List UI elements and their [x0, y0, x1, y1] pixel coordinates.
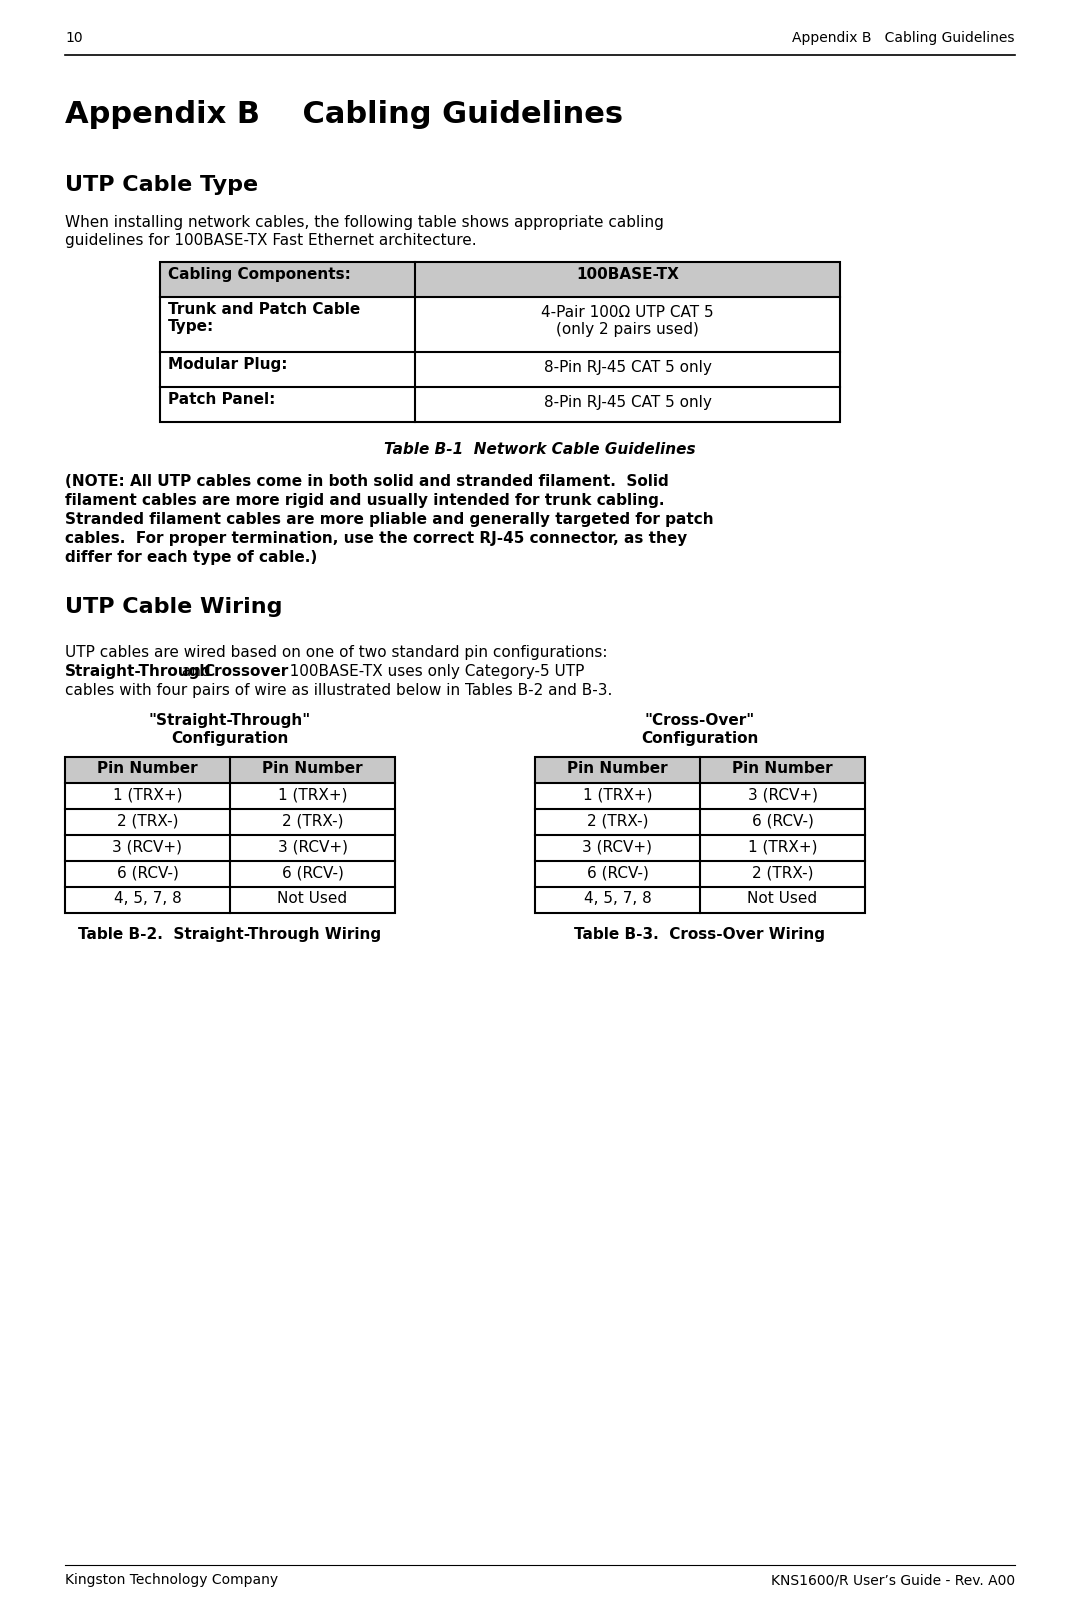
Text: differ for each type of cable.): differ for each type of cable.): [65, 550, 318, 565]
Text: Stranded filament cables are more pliable and generally targeted for patch: Stranded filament cables are more pliabl…: [65, 512, 714, 528]
Text: Pin Number: Pin Number: [262, 761, 363, 776]
Bar: [65, 756, 395, 784]
Text: 2 (TRX-): 2 (TRX-): [586, 813, 648, 829]
Text: Table B-3.  Cross-Over Wiring: Table B-3. Cross-Over Wiring: [575, 927, 825, 941]
Text: Table B-2.  Straight-Through Wiring: Table B-2. Straight-Through Wiring: [79, 927, 381, 941]
Text: 10: 10: [65, 31, 83, 45]
Text: cables with four pairs of wire as illustrated below in Tables B-2 and B-3.: cables with four pairs of wire as illust…: [65, 682, 612, 698]
Text: Straight-Through: Straight-Through: [65, 665, 212, 679]
Text: UTP Cable Type: UTP Cable Type: [65, 175, 258, 195]
Text: Pin Number: Pin Number: [567, 761, 667, 776]
Text: cables.  For proper termination, use the correct RJ-45 connector, as they: cables. For proper termination, use the …: [65, 531, 687, 545]
Text: When installing network cables, the following table shows appropriate cabling: When installing network cables, the foll…: [65, 216, 664, 230]
Text: Not Used: Not Used: [747, 891, 818, 906]
Text: 8-Pin RJ-45 CAT 5 only: 8-Pin RJ-45 CAT 5 only: [543, 394, 712, 410]
Text: 3 (RCV+): 3 (RCV+): [747, 787, 818, 801]
Text: 100BASE-TX: 100BASE-TX: [576, 267, 679, 282]
Text: 1 (TRX+): 1 (TRX+): [583, 787, 652, 801]
Text: 6 (RCV-): 6 (RCV-): [752, 813, 813, 829]
Text: 1 (TRX+): 1 (TRX+): [112, 787, 183, 801]
Text: 6 (RCV-): 6 (RCV-): [586, 866, 648, 880]
Bar: [535, 756, 865, 784]
Text: Pin Number: Pin Number: [97, 761, 198, 776]
Bar: [65, 756, 395, 912]
Text: (NOTE: All UTP cables come in both solid and stranded filament.  Solid: (NOTE: All UTP cables come in both solid…: [65, 475, 669, 489]
Text: Pin Number: Pin Number: [732, 761, 833, 776]
Bar: [160, 262, 840, 298]
Text: Trunk and Patch Cable
Type:: Trunk and Patch Cable Type:: [168, 302, 361, 335]
Text: "Straight-Through": "Straight-Through": [149, 713, 311, 727]
Bar: [535, 756, 865, 912]
Text: Not Used: Not Used: [278, 891, 348, 906]
Text: UTP Cable Wiring: UTP Cable Wiring: [65, 597, 283, 616]
Text: Kingston Technology Company: Kingston Technology Company: [65, 1574, 279, 1586]
Text: filament cables are more rigid and usually intended for trunk cabling.: filament cables are more rigid and usual…: [65, 492, 664, 508]
Text: 3 (RCV+): 3 (RCV+): [112, 838, 183, 854]
Text: 4-Pair 100Ω UTP CAT 5
(only 2 pairs used): 4-Pair 100Ω UTP CAT 5 (only 2 pairs used…: [541, 306, 714, 338]
Text: 1 (TRX+): 1 (TRX+): [278, 787, 348, 801]
Text: 1 (TRX+): 1 (TRX+): [747, 838, 818, 854]
Text: 8-Pin RJ-45 CAT 5 only: 8-Pin RJ-45 CAT 5 only: [543, 360, 712, 375]
Text: 6 (RCV-): 6 (RCV-): [117, 866, 178, 880]
Text: 2 (TRX-): 2 (TRX-): [752, 866, 813, 880]
Text: KNS1600/R User’s Guide - Rev. A00: KNS1600/R User’s Guide - Rev. A00: [771, 1574, 1015, 1586]
Text: Table B-1  Network Cable Guidelines: Table B-1 Network Cable Guidelines: [384, 442, 696, 457]
Text: 3 (RCV+): 3 (RCV+): [582, 838, 652, 854]
Text: UTP cables are wired based on one of two standard pin configurations:: UTP cables are wired based on one of two…: [65, 645, 607, 660]
Text: and: and: [177, 665, 216, 679]
Text: Configuration: Configuration: [642, 730, 758, 747]
Text: 2 (TRX-): 2 (TRX-): [117, 813, 178, 829]
Text: Configuration: Configuration: [172, 730, 288, 747]
Text: 3 (RCV+): 3 (RCV+): [278, 838, 348, 854]
Text: Crossover: Crossover: [203, 665, 288, 679]
Text: "Cross-Over": "Cross-Over": [645, 713, 755, 727]
Text: guidelines for 100BASE-TX Fast Ethernet architecture.: guidelines for 100BASE-TX Fast Ethernet …: [65, 233, 476, 248]
Text: Appendix B   Cabling Guidelines: Appendix B Cabling Guidelines: [793, 31, 1015, 45]
Text: Cabling Components:: Cabling Components:: [168, 267, 351, 282]
Text: Patch Panel:: Patch Panel:: [168, 393, 275, 407]
Text: 4, 5, 7, 8: 4, 5, 7, 8: [583, 891, 651, 906]
Text: 2 (TRX-): 2 (TRX-): [282, 813, 343, 829]
Text: Modular Plug:: Modular Plug:: [168, 357, 287, 372]
Bar: [160, 262, 840, 422]
Text: 6 (RCV-): 6 (RCV-): [282, 866, 343, 880]
Text: 4, 5, 7, 8: 4, 5, 7, 8: [113, 891, 181, 906]
Text: .  100BASE-TX uses only Category-5 UTP: . 100BASE-TX uses only Category-5 UTP: [275, 665, 584, 679]
Text: Appendix B    Cabling Guidelines: Appendix B Cabling Guidelines: [65, 100, 623, 129]
